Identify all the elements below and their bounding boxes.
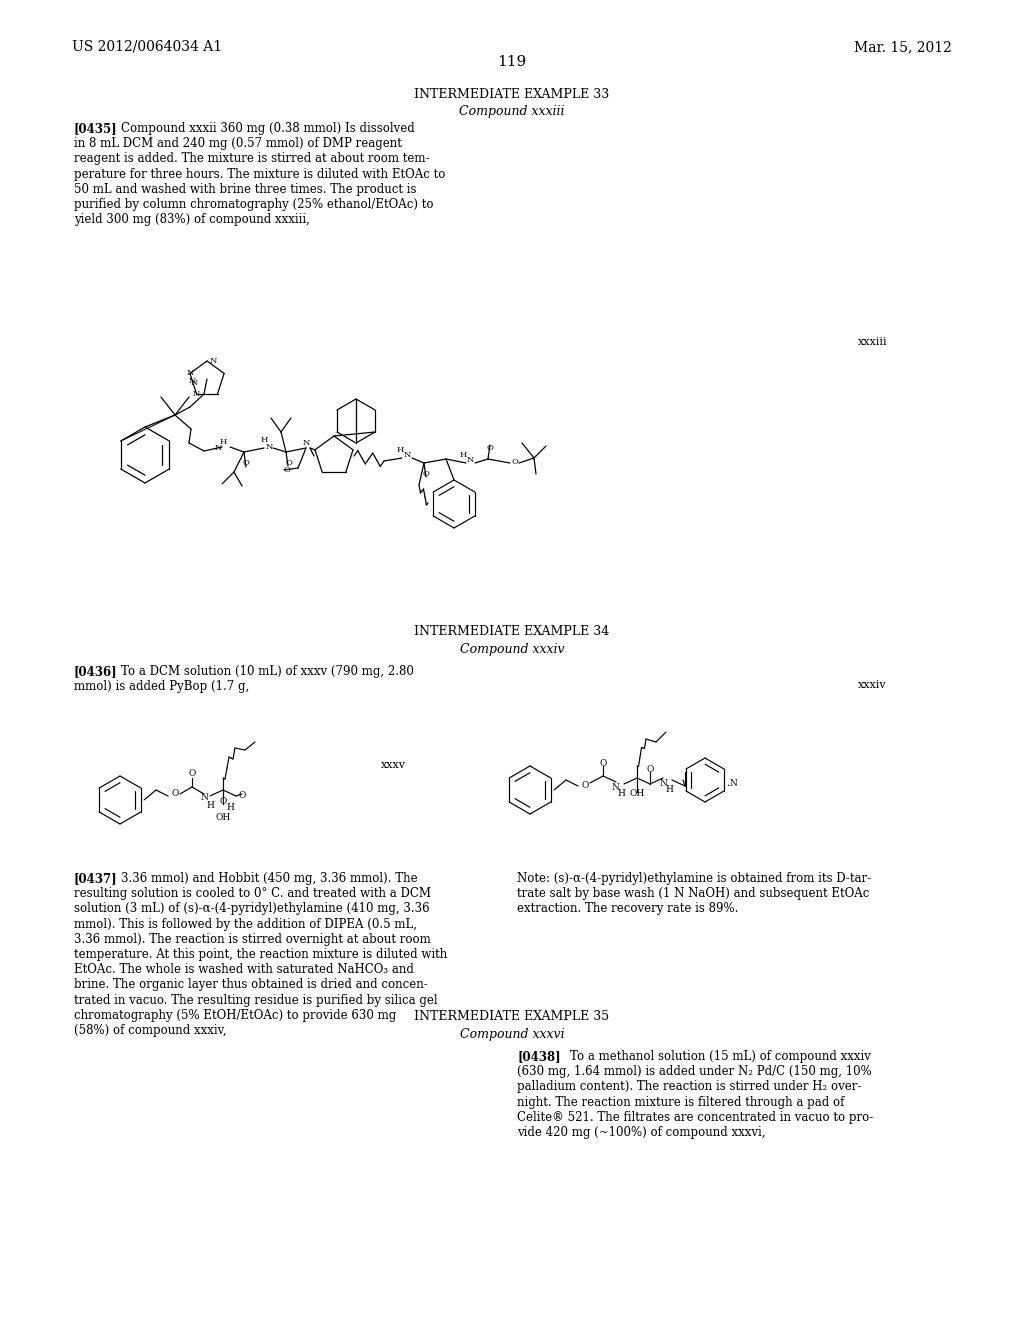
Text: extraction. The recovery rate is 89%.: extraction. The recovery rate is 89%.: [517, 903, 738, 915]
Text: xxxiii: xxxiii: [858, 337, 888, 347]
Text: O: O: [582, 780, 589, 789]
Text: INTERMEDIATE EXAMPLE 33: INTERMEDIATE EXAMPLE 33: [415, 88, 609, 102]
Text: resulting solution is cooled to 0° C. and treated with a DCM: resulting solution is cooled to 0° C. an…: [74, 887, 431, 900]
Text: N: N: [188, 378, 196, 385]
Text: O: O: [239, 792, 246, 800]
Text: O: O: [646, 766, 653, 775]
Text: H: H: [617, 788, 625, 797]
Text: N: N: [403, 451, 411, 459]
Text: purified by column chromatography (25% ethanol/EtOAc) to: purified by column chromatography (25% e…: [74, 198, 433, 211]
Text: Compound xxxii 360 mg (0.38 mmol) Is dissolved: Compound xxxii 360 mg (0.38 mmol) Is dis…: [121, 121, 415, 135]
Text: H: H: [260, 436, 267, 444]
Text: N: N: [729, 780, 737, 788]
Text: O: O: [486, 444, 494, 451]
Text: O: O: [512, 458, 518, 466]
Text: in 8 mL DCM and 240 mg (0.57 mmol) of DMP reagent: in 8 mL DCM and 240 mg (0.57 mmol) of DM…: [74, 137, 401, 150]
Text: Celite® 521. The filtrates are concentrated in vacuo to pro-: Celite® 521. The filtrates are concentra…: [517, 1111, 873, 1123]
Text: H: H: [219, 438, 226, 446]
Text: N: N: [302, 440, 309, 447]
Text: O: O: [188, 768, 196, 777]
Text: EtOAc. The whole is washed with saturated NaHCO₃ and: EtOAc. The whole is washed with saturate…: [74, 964, 414, 977]
Text: Mar. 15, 2012: Mar. 15, 2012: [854, 40, 952, 54]
Text: (630 mg, 1.64 mmol) is added under N₂ Pd/C (150 mg, 10%: (630 mg, 1.64 mmol) is added under N₂ Pd…: [517, 1065, 871, 1078]
Text: N: N: [186, 370, 194, 378]
Text: .: .: [727, 777, 731, 788]
Text: 3.36 mmol). The reaction is stirred overnight at about room: 3.36 mmol). The reaction is stirred over…: [74, 933, 430, 946]
Text: N: N: [193, 389, 200, 397]
Text: O: O: [171, 789, 178, 799]
Text: INTERMEDIATE EXAMPLE 35: INTERMEDIATE EXAMPLE 35: [415, 1010, 609, 1023]
Text: xxxv: xxxv: [381, 760, 406, 770]
Text: perature for three hours. The mixture is diluted with EtOAc to: perature for three hours. The mixture is…: [74, 168, 445, 181]
Text: O: O: [243, 459, 250, 467]
Text: vide 420 mg (~100%) of compound xxxvi,: vide 420 mg (~100%) of compound xxxvi,: [517, 1126, 766, 1139]
Text: chromatography (5% EtOH/EtOAc) to provide 630 mg: chromatography (5% EtOH/EtOAc) to provid…: [74, 1008, 396, 1022]
Text: H: H: [226, 804, 233, 813]
Text: OH: OH: [215, 813, 230, 822]
Text: Compound xxxiii: Compound xxxiii: [459, 106, 565, 117]
Text: mmol) is added PyBop (1.7 g,: mmol) is added PyBop (1.7 g,: [74, 680, 249, 693]
Text: [0437]: [0437]: [74, 873, 118, 884]
Text: solution (3 mL) of (s)-α-(4-pyridyl)ethylamine (410 mg, 3.36: solution (3 mL) of (s)-α-(4-pyridyl)ethy…: [74, 903, 429, 915]
Text: N: N: [214, 444, 221, 451]
Text: 3.36 mmol) and Hobbit (450 mg, 3.36 mmol). The: 3.36 mmol) and Hobbit (450 mg, 3.36 mmol…: [121, 873, 418, 884]
Text: [0438]: [0438]: [517, 1049, 561, 1063]
Text: 50 mL and washed with brine three times. The product is: 50 mL and washed with brine three times.…: [74, 182, 416, 195]
Text: Note: (s)-α-(4-pyridyl)ethylamine is obtained from its D-tar-: Note: (s)-α-(4-pyridyl)ethylamine is obt…: [517, 873, 871, 884]
Text: O: O: [423, 470, 429, 478]
Text: mmol). This is followed by the addition of DIPEA (0.5 mL,: mmol). This is followed by the addition …: [74, 917, 417, 931]
Text: INTERMEDIATE EXAMPLE 34: INTERMEDIATE EXAMPLE 34: [415, 624, 609, 638]
Text: O: O: [286, 459, 293, 467]
Text: H: H: [460, 451, 467, 459]
Text: brine. The organic layer thus obtained is dried and concen-: brine. The organic layer thus obtained i…: [74, 978, 427, 991]
Text: N: N: [466, 455, 474, 465]
Text: yield 300 mg (83%) of compound xxxiii,: yield 300 mg (83%) of compound xxxiii,: [74, 214, 309, 226]
Text: O: O: [599, 759, 606, 768]
Text: H: H: [665, 784, 673, 793]
Text: 119: 119: [498, 55, 526, 69]
Text: N: N: [265, 444, 272, 451]
Text: xxxiv: xxxiv: [858, 680, 887, 690]
Text: N: N: [210, 356, 217, 366]
Text: O: O: [219, 797, 226, 807]
Text: H: H: [206, 800, 214, 809]
Text: To a DCM solution (10 mL) of xxxv (790 mg, 2.80: To a DCM solution (10 mL) of xxxv (790 m…: [121, 665, 414, 678]
Text: Compound xxxiv: Compound xxxiv: [460, 643, 564, 656]
Text: N: N: [190, 379, 198, 387]
Text: palladium content). The reaction is stirred under H₂ over-: palladium content). The reaction is stir…: [517, 1080, 861, 1093]
Text: OH: OH: [630, 788, 645, 797]
Text: trated in vacuo. The resulting residue is purified by silica gel: trated in vacuo. The resulting residue i…: [74, 994, 437, 1007]
Text: H: H: [396, 446, 403, 454]
Text: [0435]: [0435]: [74, 121, 118, 135]
Text: US 2012/0064034 A1: US 2012/0064034 A1: [72, 40, 222, 54]
Text: reagent is added. The mixture is stirred at about room tem-: reagent is added. The mixture is stirred…: [74, 152, 429, 165]
Text: To a methanol solution (15 mL) of compound xxxiv: To a methanol solution (15 mL) of compou…: [570, 1049, 871, 1063]
Text: N: N: [200, 793, 208, 803]
Text: Compound xxxvi: Compound xxxvi: [460, 1028, 564, 1041]
Text: trate salt by base wash (1 N NaOH) and subsequent EtOAc: trate salt by base wash (1 N NaOH) and s…: [517, 887, 869, 900]
Text: night. The reaction mixture is filtered through a pad of: night. The reaction mixture is filtered …: [517, 1096, 845, 1109]
Text: [0436]: [0436]: [74, 665, 118, 678]
Text: temperature. At this point, the reaction mixture is diluted with: temperature. At this point, the reaction…: [74, 948, 447, 961]
Text: N: N: [611, 783, 618, 792]
Text: N: N: [659, 779, 667, 788]
Text: (58%) of compound xxxiv,: (58%) of compound xxxiv,: [74, 1024, 226, 1038]
Text: O: O: [284, 466, 291, 474]
